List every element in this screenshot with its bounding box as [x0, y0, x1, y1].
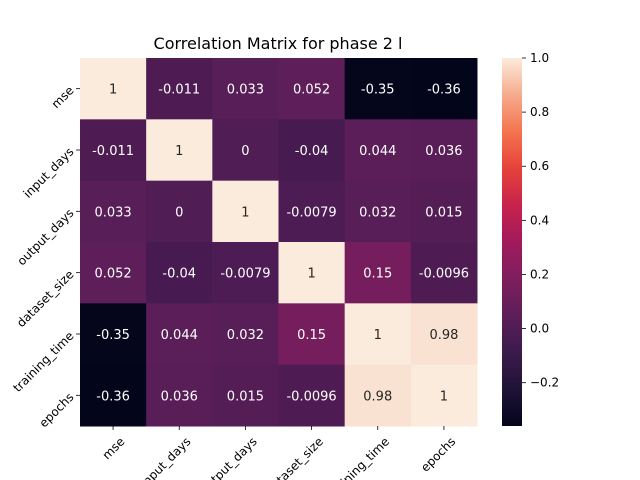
- col-label-dataset_size: dataset_size: [263, 434, 326, 480]
- cell-annotation-5-5: 1: [440, 389, 448, 404]
- heatmap-cell-3-5: [410, 242, 478, 304]
- heatmap-cell-2-2: [212, 180, 279, 243]
- row-label-epochs: epochs: [36, 390, 76, 430]
- heatmap-cell-5-4: [344, 364, 412, 427]
- cell-annotation-0-5: -0.36: [427, 83, 461, 98]
- cell-annotation-5-3: -0.0096: [286, 389, 336, 404]
- col-label-output_days: output_days: [198, 434, 260, 480]
- cell-annotation-5-4: 0.98: [363, 389, 392, 404]
- heatmap-cell-1-2: [212, 119, 279, 182]
- heatmap-cell-5-0: [80, 364, 147, 427]
- col-label-training_time: training_time: [326, 434, 392, 480]
- cell-annotation-0-3: 0.052: [293, 83, 330, 98]
- cell-annotation-3-2: -0.0079: [220, 267, 270, 282]
- colorbar-tick-label-3: 0.4: [530, 213, 549, 227]
- col-label-epochs: epochs: [418, 434, 458, 474]
- heatmap-cell-2-5: [410, 180, 478, 243]
- heatmap-cell-2-3: [278, 180, 346, 243]
- cell-annotation-2-3: -0.0079: [286, 205, 336, 220]
- cell-annotation-4-1: 0.044: [161, 328, 198, 343]
- heatmap-cell-0-4: [344, 58, 412, 120]
- cell-annotation-2-2: 1: [241, 205, 249, 220]
- heatmap-cell-3-1: [146, 242, 213, 304]
- heatmap-cell-1-5: [410, 119, 478, 182]
- heatmap-cell-3-2: [212, 242, 279, 304]
- cell-annotation-1-4: 0.044: [359, 144, 396, 159]
- heatmap-cell-1-4: [344, 119, 412, 182]
- heatmap-cell-5-1: [146, 364, 213, 427]
- heatmap-cell-0-3: [278, 58, 346, 120]
- colorbar-tick-label-5: 0.8: [530, 105, 549, 119]
- cell-annotation-3-4: 0.15: [363, 267, 392, 282]
- cell-annotation-1-0: -0.011: [92, 144, 134, 159]
- heatmap-cell-4-2: [212, 303, 279, 366]
- heatmap-cell-4-0: [80, 303, 147, 366]
- row-label-dataset_size: dataset_size: [14, 267, 77, 330]
- cell-annotation-4-2: 0.032: [227, 328, 264, 343]
- cell-annotation-1-2: 0: [241, 144, 249, 159]
- cell-annotation-3-1: -0.04: [162, 267, 196, 282]
- row-label-training_time: training_time: [10, 329, 76, 395]
- cell-annotation-0-1: -0.011: [158, 83, 200, 98]
- heatmap-cell-3-0: [80, 242, 147, 304]
- colorbar-tick-label-4: 0.6: [530, 159, 549, 173]
- cell-annotation-5-1: 0.036: [161, 389, 198, 404]
- heatmap-cell-1-3: [278, 119, 346, 182]
- row-label-input_days: input_days: [21, 145, 77, 201]
- cell-annotation-2-0: 0.033: [94, 205, 131, 220]
- colorbar-tick-label-0: −0.2: [530, 376, 559, 390]
- heatmap-cell-2-1: [146, 180, 213, 243]
- colorbar-tick-label-2: 0.2: [530, 267, 549, 281]
- heatmap-cell-1-1: [146, 119, 213, 182]
- heatmap-cell-2-0: [80, 180, 147, 243]
- chart-title: Correlation Matrix for phase 2 l: [154, 34, 403, 53]
- colorbar-tick-label-1: 0.0: [530, 322, 549, 336]
- cell-annotation-1-5: 0.036: [425, 144, 462, 159]
- heatmap-cell-0-5: [410, 58, 478, 120]
- cell-annotation-0-2: 0.033: [227, 83, 264, 98]
- row-label-output_days: output_days: [14, 206, 76, 268]
- cell-annotation-2-5: 0.015: [425, 205, 462, 220]
- heatmap-cell-3-4: [344, 242, 412, 304]
- cell-annotation-4-4: 1: [374, 328, 382, 343]
- cell-annotation-3-5: -0.0096: [419, 267, 469, 282]
- heatmap-cell-4-5: [410, 303, 478, 366]
- heatmap-cell-5-3: [278, 364, 346, 427]
- cell-annotation-5-2: 0.015: [227, 389, 264, 404]
- heatmap-cell-1-0: [80, 119, 147, 182]
- cell-annotation-4-0: -0.35: [96, 328, 130, 343]
- colorbar: [502, 58, 522, 426]
- heatmap-cell-0-1: [146, 58, 213, 120]
- column-tick-labels: mse input_days output_days dataset_size trai…: [100, 426, 458, 480]
- cell-annotation-2-4: 0.032: [359, 205, 396, 220]
- heatmap-cell-0-0: [80, 58, 147, 120]
- heatmap-cell-2-4: [344, 180, 412, 243]
- cell-annotation-1-3: -0.04: [295, 144, 329, 159]
- heatmap-cell-3-3: [278, 242, 346, 304]
- colorbar-tick-label-6: 1.0: [530, 51, 549, 65]
- heatmap-cell-4-3: [278, 303, 346, 366]
- col-label-mse: mse: [100, 434, 128, 462]
- cell-annotation-2-1: 0: [175, 205, 183, 220]
- cell-annotation-5-0: -0.36: [96, 389, 130, 404]
- cell-annotation-4-5: 0.98: [429, 328, 458, 343]
- heatmap-cells: 1 -0.011 0.033 0.052 -0.35 -0.36 -0.011 1 0 -0.04…: [80, 58, 478, 427]
- cell-annotation-3-0: 0.052: [94, 267, 131, 282]
- row-label-mse: mse: [49, 83, 77, 111]
- cell-annotation-4-3: 0.15: [297, 328, 326, 343]
- heatmap-cell-4-4: [344, 303, 412, 366]
- row-tick-labels: mse input_daysoutput_daysdataset_sizetrai…: [10, 83, 80, 430]
- heatmap-cell-5-2: [212, 364, 279, 427]
- heatmap-cell-5-5: [410, 364, 478, 427]
- colorbar-ticks: −0.2 0.0 0.2 0.4 0.6 0.8 1.0: [522, 51, 559, 390]
- cell-annotation-3-3: 1: [307, 267, 315, 282]
- cell-annotation-1-1: 1: [175, 144, 183, 159]
- heatmap-cell-0-2: [212, 58, 279, 120]
- heatmap-cell-4-1: [146, 303, 213, 366]
- cell-annotation-0-4: -0.35: [361, 83, 395, 98]
- col-label-input_days: input_days: [138, 434, 194, 480]
- cell-annotation-0-0: 1: [109, 83, 117, 98]
